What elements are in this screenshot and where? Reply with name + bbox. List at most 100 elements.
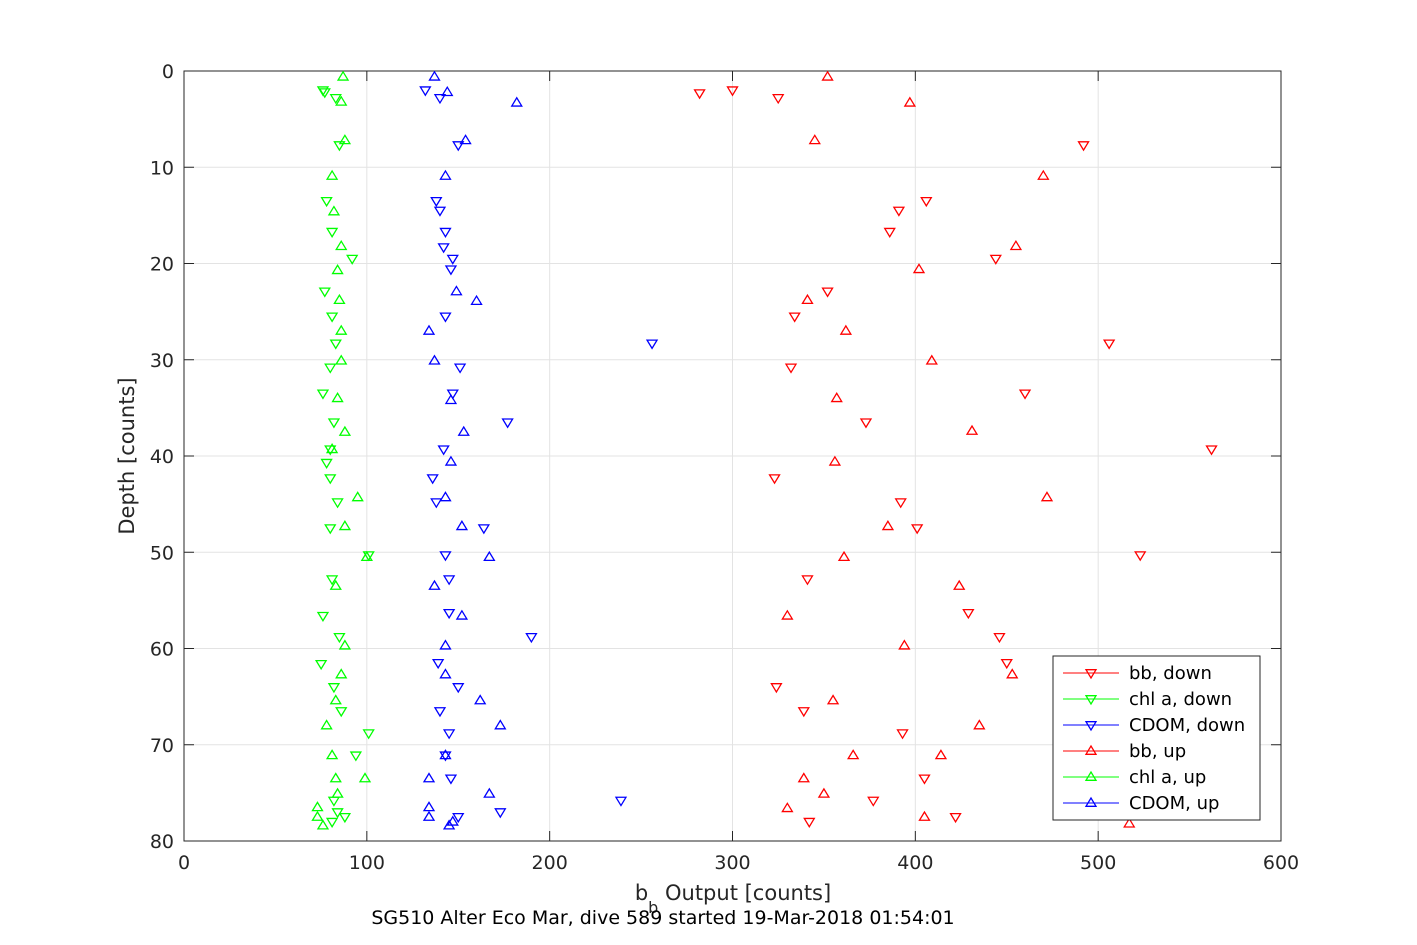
legend-label: CDOM, down [1129,715,1245,736]
data-point [433,206,447,217]
data-point [338,520,352,531]
data-point [439,169,452,180]
data-point [331,392,344,403]
data-point [433,94,447,105]
grid-lines [184,71,1281,841]
data-point [333,633,346,644]
x-tick-label: 200 [532,852,568,874]
data-point [797,707,810,718]
data-point [311,810,324,821]
data-point [327,683,341,694]
data-point [973,719,986,730]
data-point [989,254,1002,265]
data-point [422,801,436,812]
legend-label: chl a, down [1129,689,1232,710]
data-point [452,683,465,694]
data-point [803,817,816,828]
data-point [645,339,659,350]
data-point [898,639,911,650]
data-point [320,196,333,208]
data-point [768,474,781,485]
data-point [335,668,348,679]
y-tick-label: 60 [150,639,174,661]
data-point [325,575,339,586]
data-point [892,206,906,217]
data-point [1037,169,1050,180]
data-point [336,70,350,81]
data-point [327,418,341,429]
data-point [331,787,344,798]
data-point [335,707,348,718]
data-point [325,749,339,760]
data-point [894,498,907,509]
data-point [333,293,346,305]
data-point [446,389,459,400]
data-point [362,729,375,740]
legend-label: CDOM, up [1129,793,1219,814]
data-point [329,94,342,105]
data-point [430,196,443,208]
data-point [1040,491,1054,502]
data-point [327,205,341,216]
data-point [311,801,324,812]
data-point [867,796,880,807]
data-point [444,393,458,405]
data-point [726,86,739,97]
data-point [993,633,1006,644]
data-point [437,243,450,254]
data-point [439,312,452,323]
data-point [1102,339,1116,350]
data-point [1077,141,1090,152]
x-axis-label-main: b [635,881,648,905]
data-point [325,312,339,323]
data-point [428,70,441,81]
legend-label: chl a, up [1129,767,1206,788]
data-point [925,354,938,365]
x-tick-label: 400 [897,852,933,874]
y-tick-label: 40 [150,446,174,468]
data-point [826,694,840,705]
data-point [483,550,496,562]
data-point [439,551,452,562]
data-point [896,729,909,740]
data-point [1000,658,1013,670]
data-point [934,749,948,760]
chart-caption: SG510 Alter Eco Mar, dive 589 started 19… [371,907,954,929]
x-tick-label: 500 [1080,852,1116,874]
y-tick-label: 20 [150,254,174,276]
x-tick-label: 300 [714,852,750,874]
data-point [439,639,452,650]
legend-label: bb, up [1129,741,1186,762]
data-point [338,134,352,145]
data-point [453,363,467,374]
data-point [881,520,895,531]
data-point [324,445,337,456]
data-point [444,265,458,276]
legend-marker [1084,669,1098,680]
data-point [459,134,472,145]
data-point [1006,668,1019,679]
data-point [320,458,333,469]
data-point [430,498,443,509]
data-point [455,609,469,620]
data-point [439,749,452,760]
data-point [331,264,344,275]
y-tick-label: 30 [150,350,174,372]
data-point [965,424,979,435]
data-point [329,339,342,350]
data-point [318,287,331,298]
data-point [428,354,441,365]
data-point [428,579,441,590]
data-point [1205,445,1218,456]
y-tick-label: 80 [150,831,174,853]
x-tick-label: 100 [349,852,385,874]
data-point [770,683,783,694]
data-point [441,85,454,97]
legend-marker [1084,695,1098,706]
data-point [329,772,342,783]
data-point [324,524,337,535]
data-point [801,293,814,305]
data-point [808,134,821,145]
data-markers [311,70,1218,830]
data-point [325,227,339,238]
